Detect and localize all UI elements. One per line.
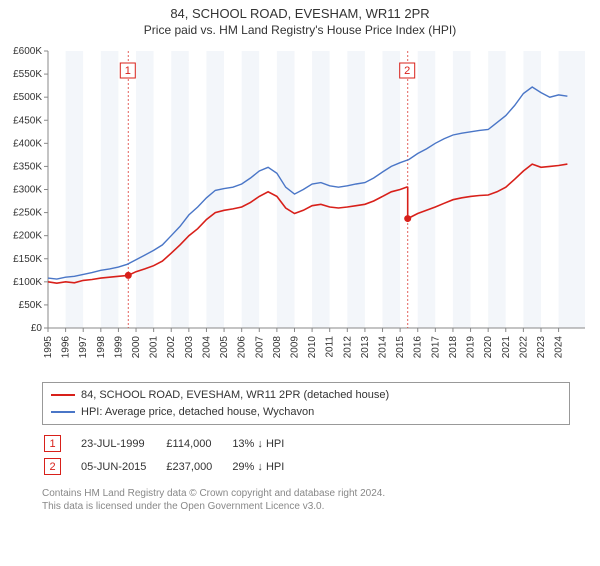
svg-text:2008: 2008 [272, 336, 283, 359]
svg-text:2022: 2022 [518, 336, 529, 359]
svg-text:1998: 1998 [96, 336, 107, 359]
svg-text:2009: 2009 [289, 336, 300, 359]
chart-container: £0 £50K £100K £150K £200K £250K £300K £350K £400… [0, 43, 600, 376]
svg-text:2004: 2004 [201, 336, 212, 359]
svg-text:£550K: £550K [13, 69, 42, 80]
svg-text:2016: 2016 [413, 336, 424, 359]
svg-text:1995: 1995 [43, 336, 54, 359]
svg-text:1997: 1997 [78, 336, 89, 359]
svg-text:2023: 2023 [536, 336, 547, 359]
legend-swatch-blue [51, 411, 75, 413]
sale-marker-icon: 1 [44, 435, 61, 452]
svg-text:2007: 2007 [254, 336, 265, 359]
svg-text:2019: 2019 [466, 336, 477, 359]
sale-delta: 13% ↓ HPI [232, 433, 302, 454]
svg-text:2021: 2021 [501, 336, 512, 359]
sale-price: £237,000 [166, 456, 230, 477]
legend-swatch-red [51, 394, 75, 396]
svg-text:2017: 2017 [430, 336, 441, 359]
svg-text:£300K: £300K [13, 185, 42, 196]
svg-text:2011: 2011 [325, 336, 336, 358]
svg-text:£400K: £400K [13, 138, 42, 149]
svg-text:£350K: £350K [13, 161, 42, 172]
footer-note: Contains HM Land Registry data © Crown c… [42, 487, 570, 513]
svg-text:2002: 2002 [166, 336, 177, 359]
address-title: 84, SCHOOL ROAD, EVESHAM, WR11 2PR [0, 6, 600, 21]
svg-text:2015: 2015 [395, 336, 406, 359]
footer-line1: Contains HM Land Registry data © Crown c… [42, 487, 570, 500]
legend-label-blue: HPI: Average price, detached house, Wych… [81, 404, 314, 421]
sale-delta: 29% ↓ HPI [232, 456, 302, 477]
sale-marker-icon: 2 [44, 458, 61, 475]
svg-text:£450K: £450K [13, 115, 42, 126]
svg-text:2012: 2012 [342, 336, 353, 359]
svg-text:2013: 2013 [360, 336, 371, 359]
legend: 84, SCHOOL ROAD, EVESHAM, WR11 2PR (deta… [42, 382, 570, 425]
svg-text:2014: 2014 [378, 336, 389, 359]
svg-text:£250K: £250K [13, 208, 42, 219]
legend-label-red: 84, SCHOOL ROAD, EVESHAM, WR11 2PR (deta… [81, 387, 389, 404]
svg-text:2018: 2018 [448, 336, 459, 359]
svg-text:1999: 1999 [113, 336, 124, 359]
subtitle: Price paid vs. HM Land Registry's House … [0, 23, 600, 37]
svg-text:2001: 2001 [149, 336, 160, 359]
svg-text:2005: 2005 [219, 336, 230, 359]
sales-table: 1 23-JUL-1999£114,00013% ↓ HPI 2 05-JUN-201… [42, 431, 304, 479]
svg-text:1996: 1996 [61, 336, 72, 359]
svg-text:2006: 2006 [237, 336, 248, 359]
svg-text:2000: 2000 [131, 336, 142, 359]
svg-text:1: 1 [125, 65, 131, 77]
table-row: 2 05-JUN-2015£237,00029% ↓ HPI [44, 456, 302, 477]
svg-text:£0: £0 [31, 323, 43, 334]
price-chart: £0 £50K £100K £150K £200K £250K £300K £350K £400… [0, 43, 600, 373]
svg-text:2: 2 [404, 65, 410, 77]
footer-line2: This data is licensed under the Open Gov… [42, 500, 570, 513]
table-row: 1 23-JUL-1999£114,00013% ↓ HPI [44, 433, 302, 454]
svg-text:£100K: £100K [13, 277, 42, 288]
svg-text:£200K: £200K [13, 231, 42, 242]
svg-text:£600K: £600K [13, 46, 42, 57]
svg-text:2010: 2010 [307, 336, 318, 359]
svg-text:2003: 2003 [184, 336, 195, 359]
legend-row-red: 84, SCHOOL ROAD, EVESHAM, WR11 2PR (deta… [51, 387, 561, 404]
svg-text:£50K: £50K [19, 300, 43, 311]
sale-price: £114,000 [166, 433, 230, 454]
legend-row-blue: HPI: Average price, detached house, Wych… [51, 404, 561, 421]
svg-text:2024: 2024 [554, 336, 565, 359]
svg-text:£500K: £500K [13, 92, 42, 103]
svg-text:2020: 2020 [483, 336, 494, 359]
svg-text:£150K: £150K [13, 254, 42, 265]
sale-date: 23-JUL-1999 [81, 433, 164, 454]
sale-date: 05-JUN-2015 [81, 456, 164, 477]
